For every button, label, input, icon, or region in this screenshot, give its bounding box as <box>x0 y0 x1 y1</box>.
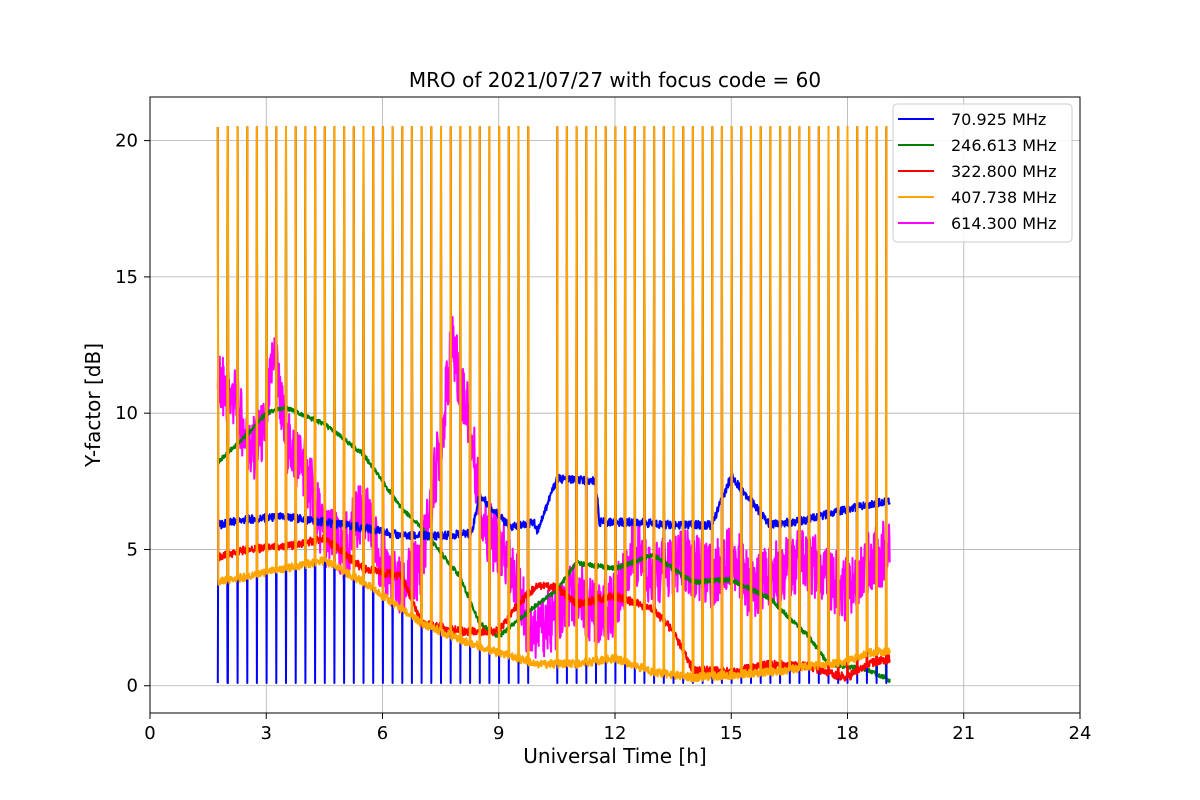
x-tick-label: 6 <box>377 723 388 744</box>
series-line <box>216 126 891 682</box>
y-tick-label: 5 <box>127 539 138 560</box>
y-tick-label: 15 <box>115 267 138 288</box>
series-layer <box>216 126 891 684</box>
chart-title: MRO of 2021/07/27 with focus code = 60 <box>409 68 821 92</box>
legend-box <box>892 103 1073 243</box>
y-tick-label: 20 <box>115 131 138 152</box>
x-tick-label: 21 <box>952 723 975 744</box>
legend-label: 70.925 MHz <box>951 110 1046 129</box>
x-tick-label: 12 <box>604 723 627 744</box>
y-tick-label: 10 <box>115 403 138 424</box>
series-line <box>216 126 891 683</box>
x-axis-label: Universal Time [h] <box>523 744 706 768</box>
series-line <box>216 472 891 684</box>
legend: 70.925 MHz 246.613 MHz 322.800 MHz 407.738 … <box>892 103 1073 243</box>
x-axis: 0 3 6 9 12 15 18 21 24 <box>144 713 1091 744</box>
x-tick-label: 18 <box>836 723 859 744</box>
legend-label: 322.800 MHz <box>951 162 1056 181</box>
x-tick-label: 0 <box>144 723 155 744</box>
series-line <box>216 126 891 683</box>
x-tick-label: 3 <box>261 723 272 744</box>
x-tick-label: 24 <box>1069 723 1092 744</box>
y-axis: 0 5 10 15 20 <box>115 131 150 697</box>
legend-label: 614.300 MHz <box>951 214 1056 233</box>
y-tick-label: 0 <box>127 676 138 697</box>
legend-label: 246.613 MHz <box>951 136 1056 155</box>
x-tick-label: 15 <box>720 723 743 744</box>
x-tick-label: 9 <box>493 723 504 744</box>
legend-label: 407.738 MHz <box>951 188 1056 207</box>
y-axis-label: Y-factor [dB] <box>81 343 105 468</box>
